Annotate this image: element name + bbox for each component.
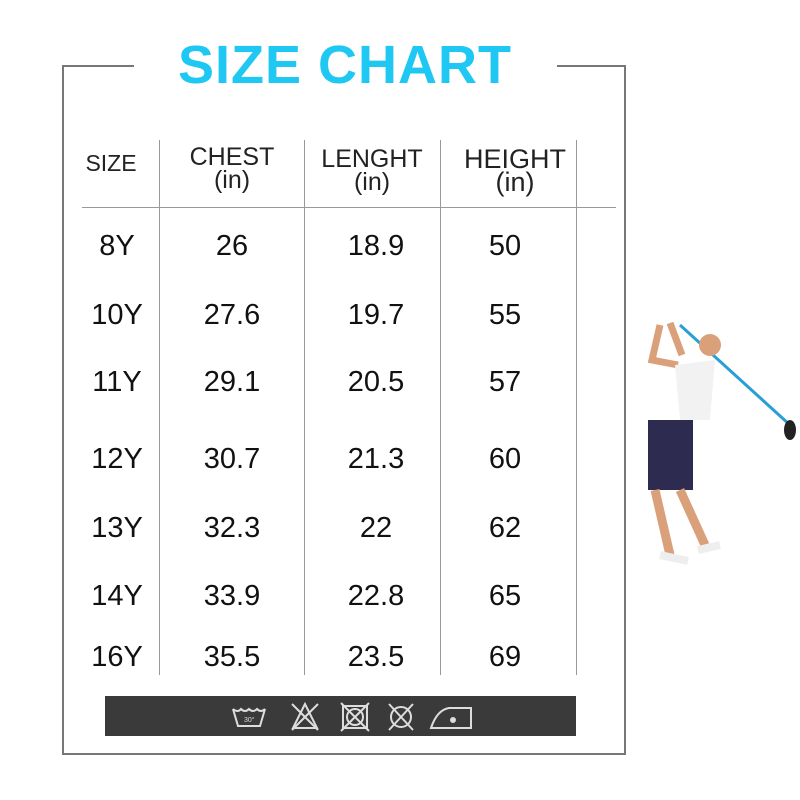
frame-border-top-right xyxy=(557,65,626,67)
height-cell: 62 xyxy=(488,512,522,544)
header-divider xyxy=(82,207,616,208)
size-cell: 16Y xyxy=(91,641,143,673)
column-divider xyxy=(440,140,441,675)
header-unit: (in) xyxy=(213,166,251,194)
frame-border-right xyxy=(624,65,626,755)
length-cell: 20.5 xyxy=(347,366,405,398)
header-length: LENGHT (in) xyxy=(312,145,432,196)
header-chest: CHEST (in) xyxy=(172,143,292,194)
length-cell: 23.5 xyxy=(347,641,405,673)
frame-border-top-left xyxy=(62,65,134,67)
chest-cell: 35.5 xyxy=(203,641,261,673)
chest-cell: 26 xyxy=(215,230,249,262)
no-tumble-dry-icon xyxy=(340,702,370,732)
no-bleach-icon xyxy=(291,701,319,731)
header-height: HEIGHT (in) xyxy=(450,144,580,197)
size-cell: 10Y xyxy=(91,299,143,331)
header-label: LENGHT xyxy=(321,145,423,173)
length-cell: 21.3 xyxy=(347,443,405,475)
header-label: SIZE xyxy=(85,150,137,176)
column-divider xyxy=(304,140,305,675)
header-unit: (in) xyxy=(353,168,391,196)
chest-cell: 29.1 xyxy=(203,366,261,398)
height-cell: 65 xyxy=(488,580,522,612)
column-divider xyxy=(159,140,160,675)
chest-cell: 27.6 xyxy=(203,299,261,331)
length-cell: 22.8 xyxy=(347,580,405,612)
length-cell: 22 xyxy=(359,512,393,544)
header-unit: (in) xyxy=(495,167,535,197)
frame-border-left xyxy=(62,65,64,755)
chest-cell: 33.9 xyxy=(203,580,261,612)
iron-low-icon xyxy=(429,707,472,729)
no-dry-clean-icon xyxy=(388,703,414,731)
wash-30-icon: 30° xyxy=(232,707,266,727)
page-title: SIZE CHART xyxy=(178,35,512,95)
size-cell: 11Y xyxy=(92,366,142,398)
chest-cell: 32.3 xyxy=(203,512,261,544)
frame-border-bottom xyxy=(62,753,626,755)
column-divider xyxy=(576,140,577,675)
size-cell: 12Y xyxy=(91,443,143,475)
size-cell: 14Y xyxy=(91,580,143,612)
golfer-image xyxy=(647,321,796,565)
height-cell: 57 xyxy=(488,366,522,398)
header-size: SIZE xyxy=(80,152,142,175)
height-cell: 69 xyxy=(488,641,522,673)
header-label: CHEST xyxy=(189,143,275,171)
height-cell: 50 xyxy=(488,230,522,262)
chest-cell: 30.7 xyxy=(203,443,261,475)
svg-text:30°: 30° xyxy=(244,716,255,724)
height-cell: 55 xyxy=(488,299,522,331)
care-instructions-bar: 30° xyxy=(105,696,576,736)
size-cell: 13Y xyxy=(91,512,143,544)
size-cell: 8Y xyxy=(99,230,135,262)
header-label: HEIGHT xyxy=(463,144,566,174)
height-cell: 60 xyxy=(488,443,522,475)
length-cell: 19.7 xyxy=(347,299,405,331)
length-cell: 18.9 xyxy=(347,230,405,262)
